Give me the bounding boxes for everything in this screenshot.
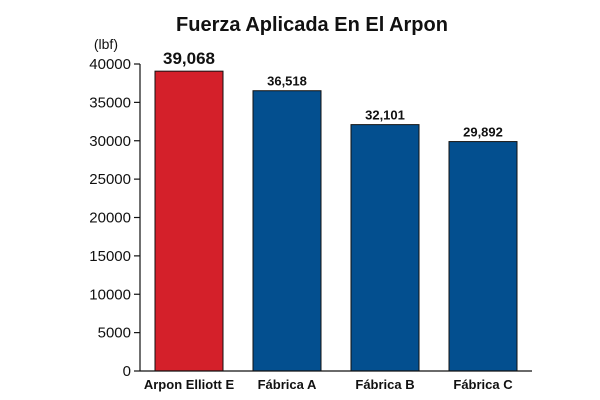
bar (448, 141, 518, 372)
data-label: 32,101 (365, 108, 405, 123)
y-axis-unit-label: (lbf) (94, 36, 118, 52)
y-axis-ticks: 0 5000 10000 15000 20000 25000 30000 35000 40000 (89, 56, 140, 380)
y-tick-label: 40000 (89, 56, 131, 73)
bar (252, 90, 322, 372)
value-labels: 39,068 36,518 32,101 29,892 (163, 49, 503, 139)
x-axis-ticks: Arpon Elliott E Fábrica A Fábrica B Fábrica… (144, 377, 513, 392)
y-tick-label: 10000 (89, 286, 131, 303)
y-tick-label: 25000 (89, 171, 131, 188)
y-tick-label: 15000 (89, 248, 131, 265)
bars (154, 70, 518, 372)
data-label: 29,892 (463, 125, 503, 140)
bar (154, 70, 224, 372)
y-tick-label: 0 (123, 363, 131, 380)
x-tick-label: Fábrica B (355, 377, 414, 392)
data-label: 39,068 (163, 49, 215, 68)
data-label: 36,518 (267, 74, 307, 89)
y-tick-label: 20000 (89, 210, 131, 227)
x-tick-label: Fábrica A (258, 377, 317, 392)
y-tick-label: 35000 (89, 94, 131, 111)
x-tick-label: Fábrica C (453, 377, 513, 392)
x-tick-label: Arpon Elliott E (144, 377, 235, 392)
y-tick-label: 5000 (98, 325, 131, 342)
bar (350, 124, 420, 372)
y-tick-label: 30000 (89, 133, 131, 150)
chart-title: Fuerza Aplicada En El Arpon (176, 14, 448, 36)
